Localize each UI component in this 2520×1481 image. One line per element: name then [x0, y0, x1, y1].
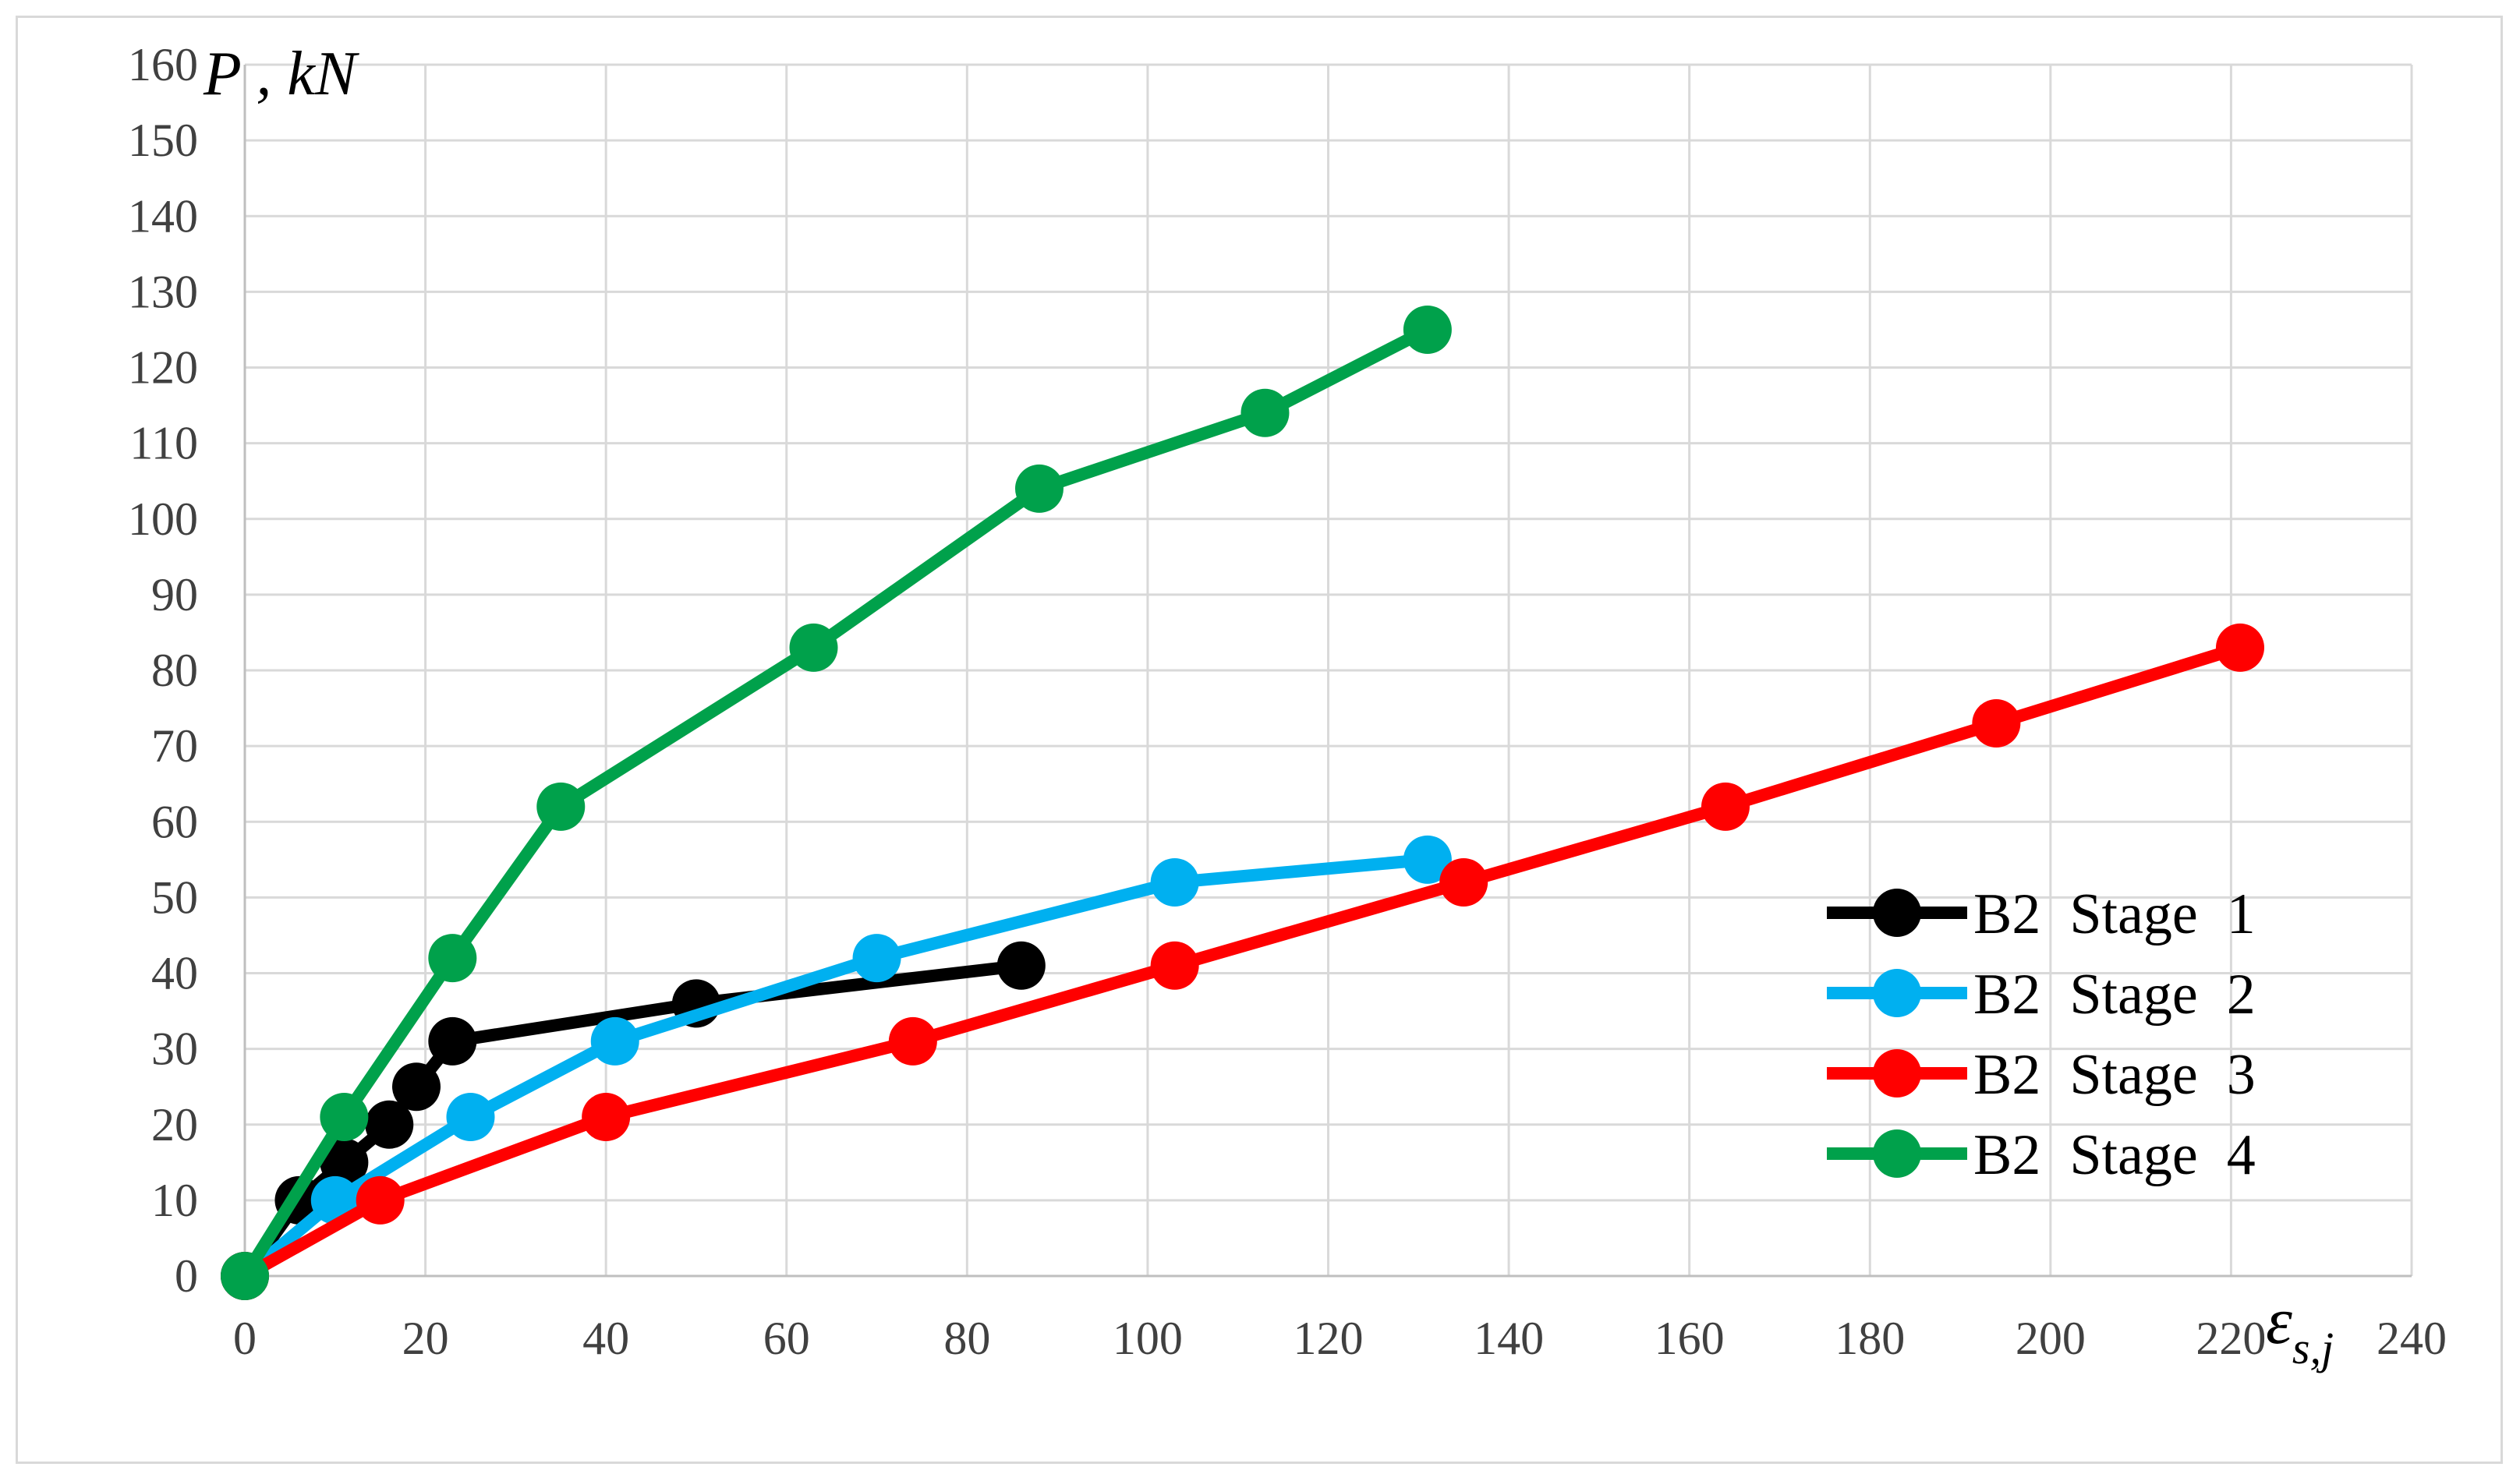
legend-label: B2 Stage 4: [1973, 1123, 2256, 1187]
data-point: [392, 1062, 441, 1112]
x-tick-label: 20: [402, 1313, 449, 1364]
x-tick-label: 240: [2377, 1313, 2447, 1364]
data-point: [1403, 835, 1452, 884]
data-point: [1014, 464, 1064, 513]
legend-swatch-marker: [1873, 1129, 1921, 1178]
x-tick-label: 140: [1474, 1313, 1544, 1364]
data-point: [1439, 857, 1488, 907]
axis-titles: P , kN εs,j: [203, 40, 2334, 1373]
data-point: [428, 934, 477, 983]
legend-swatch-marker: [1873, 969, 1921, 1017]
series-group: [221, 305, 1452, 1300]
legend-label: B2 Stage 2: [1973, 963, 2256, 1027]
data-point: [356, 1175, 405, 1225]
chart-frame: 0 10 20 30 40 50 60 70 80 90 100 110 120 130 140 150 160…: [16, 16, 2503, 1464]
x-tick-label: 180: [1835, 1313, 1905, 1364]
legend-item: B2 Stage 2: [1827, 963, 2256, 1027]
y-tick-label: 40: [151, 948, 198, 999]
x-tick-label: 220: [2196, 1313, 2266, 1364]
data-point: [852, 934, 901, 983]
legend: B2 Stage 1 B2 Stage 2 B2 Stage 3 B2 Stage 4: [1827, 882, 2256, 1187]
y-tick-label: 30: [151, 1023, 198, 1075]
legend-swatch-marker: [1873, 1049, 1921, 1097]
data-point: [789, 623, 838, 672]
data-point: [582, 1093, 631, 1142]
series-line: [239, 641, 2246, 1282]
x-axis-title-sub: s,j: [2292, 1323, 2334, 1373]
y-tick-label: 100: [128, 493, 198, 545]
y-tick-label: 130: [128, 266, 198, 317]
series-lines: [221, 305, 2264, 1300]
data-point: [1403, 305, 1452, 354]
legend-item: B2 Stage 1: [1827, 882, 2256, 946]
x-tick-label: 0: [233, 1313, 257, 1364]
axes: [243, 65, 2412, 1278]
data-point: [1150, 941, 1199, 990]
y-tick-label: 110: [129, 418, 198, 469]
y-axis-title: P , kN: [203, 40, 360, 108]
line-chart: 0 10 20 30 40 50 60 70 80 90 100 110 120 130 140 150 160…: [128, 39, 2447, 1373]
y-tick-label: 20: [151, 1099, 198, 1151]
y-tick-label: 50: [151, 871, 198, 923]
data-point: [1701, 782, 1750, 831]
legend-item: B2 Stage 4: [1827, 1123, 2256, 1187]
x-tick-label: 100: [1113, 1313, 1183, 1364]
x-axis-title-main: ε: [2266, 1283, 2292, 1358]
tick-labels: 0 10 20 30 40 50 60 70 80 90 100 110 120 130 140 150 160…: [128, 39, 2447, 1364]
y-tick-label: 120: [128, 342, 198, 394]
data-point: [1150, 857, 1199, 907]
y-tick-label: 150: [128, 115, 198, 166]
x-tick-label: 60: [763, 1313, 810, 1364]
data-point: [428, 1016, 477, 1066]
y-tick-label: 10: [151, 1175, 198, 1226]
data-point: [446, 1093, 495, 1142]
y-tick-label: 70: [151, 720, 198, 772]
data-point: [590, 1016, 639, 1066]
x-tick-label: 80: [943, 1313, 990, 1364]
data-point: [320, 1138, 369, 1187]
data-point: [996, 941, 1046, 990]
x-tick-label: 120: [1294, 1313, 1364, 1364]
data-point: [536, 782, 586, 831]
legend-label: B2 Stage 1: [1973, 882, 2256, 946]
data-point: [320, 1093, 369, 1142]
y-tick-label: 140: [128, 190, 198, 242]
y-tick-label: 0: [175, 1250, 198, 1302]
y-tick-label: 60: [151, 796, 198, 847]
legend-item: B2 Stage 3: [1827, 1043, 2256, 1107]
legend-label: B2 Stage 3: [1973, 1043, 2256, 1107]
data-point: [365, 1100, 414, 1149]
legend-swatch-marker: [1873, 889, 1921, 937]
data-point: [2215, 623, 2264, 672]
data-point: [1972, 698, 2021, 748]
y-tick-label: 90: [151, 569, 198, 620]
data-point: [888, 1016, 937, 1066]
data-point: [1241, 388, 1290, 437]
x-axis-title: εs,j: [2266, 1283, 2334, 1373]
y-tick-label: 160: [128, 39, 198, 90]
x-tick-label: 160: [1655, 1313, 1725, 1364]
x-tick-label: 40: [582, 1313, 629, 1364]
series-line: [239, 323, 1434, 1282]
y-tick-label: 80: [151, 645, 198, 696]
x-tick-label: 200: [2016, 1313, 2086, 1364]
series-group: [221, 623, 2264, 1300]
data-point: [221, 1252, 269, 1300]
